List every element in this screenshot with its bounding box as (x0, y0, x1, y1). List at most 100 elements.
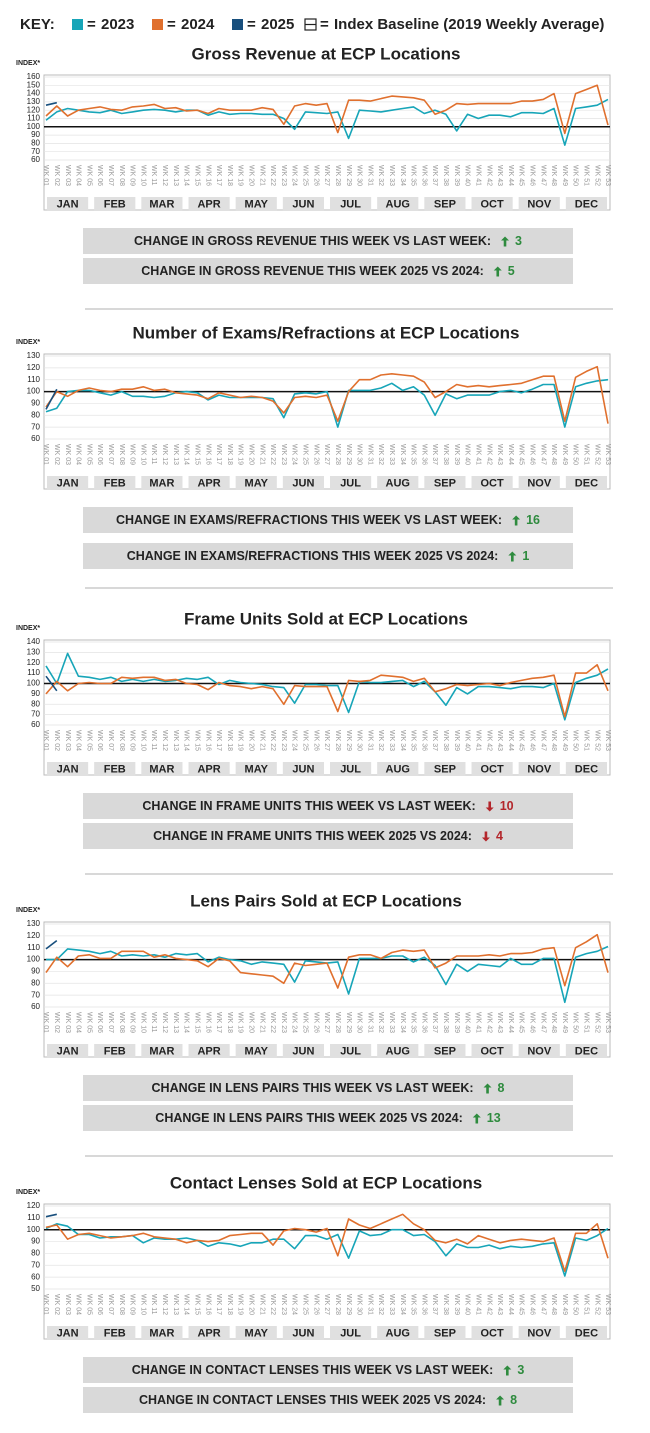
y-tick-label: 120 (27, 363, 41, 372)
change-arrow (496, 1395, 505, 1406)
x-tick-label: WK 40 (464, 1294, 471, 1315)
x-tick-label: WK 34 (399, 165, 406, 186)
change-arrow (483, 1083, 492, 1094)
x-tick-label: WK 43 (496, 730, 503, 751)
x-tick-label: WK 09 (129, 730, 136, 751)
month-band (377, 197, 419, 211)
y-tick-label: 100 (27, 122, 41, 131)
y-tick-label: 70 (31, 1260, 40, 1269)
x-tick-label: WK 25 (302, 165, 309, 186)
series-line (45, 378, 609, 428)
x-tick-label: WK 47 (539, 165, 546, 186)
x-tick-label: WK 19 (237, 165, 244, 186)
change-value: 8 (498, 1081, 505, 1095)
series-line (45, 939, 58, 950)
x-tick-label: WK 36 (420, 444, 427, 465)
month-band (518, 762, 560, 776)
x-tick-label: WK 12 (161, 1294, 168, 1315)
x-tick-label: WK 47 (539, 1012, 546, 1033)
key-item: 2025 (261, 16, 294, 33)
month-label: MAY (245, 1045, 269, 1057)
x-tick-label: WK 46 (529, 1012, 536, 1033)
y-tick-label: 60 (31, 434, 40, 443)
x-tick-label: WK 34 (399, 444, 406, 465)
month-label: AUG (386, 198, 410, 210)
x-tick-label: WK 27 (323, 1294, 330, 1315)
x-tick-label: WK 32 (377, 730, 384, 751)
series-line (45, 664, 609, 718)
x-tick-label: WK 05 (85, 730, 92, 751)
month-label: AUG (386, 477, 410, 489)
x-tick-label: WK 26 (312, 1012, 319, 1033)
x-tick-label: WK 49 (561, 165, 568, 186)
x-tick-label: WK 08 (118, 1294, 125, 1315)
x-tick-label: WK 32 (377, 444, 384, 465)
chart-title: Contact Lenses Sold at ECP Locations (170, 1173, 482, 1192)
change-box (83, 793, 573, 819)
x-tick-label: WK 06 (96, 730, 103, 751)
x-tick-label: WK 17 (215, 444, 222, 465)
y-axis-label: INDEX* (16, 339, 40, 346)
x-tick-label: WK 49 (561, 730, 568, 751)
x-tick-label: WK 28 (334, 165, 341, 186)
month-label: JUN (292, 477, 314, 489)
x-tick-label: WK 13 (172, 1012, 179, 1033)
month-label: DEC (575, 198, 598, 210)
x-tick-label: WK 47 (539, 444, 546, 465)
x-tick-label: WK 15 (193, 730, 200, 751)
x-tick-label: WK 39 (453, 730, 460, 751)
y-tick-label: 120 (27, 105, 41, 114)
x-tick-label: WK 36 (420, 165, 427, 186)
x-tick-label: WK 44 (507, 730, 514, 751)
y-tick-label: 110 (27, 114, 40, 123)
month-label: APR (197, 198, 220, 210)
month-label: AUG (386, 1045, 410, 1057)
x-tick-label: WK 22 (269, 1012, 276, 1033)
x-tick-label: WK 25 (302, 1012, 309, 1033)
month-band (141, 476, 183, 490)
x-tick-label: WK 23 (280, 730, 287, 751)
change-arrow (472, 1113, 481, 1124)
x-tick-label: WK 19 (237, 730, 244, 751)
x-tick-label: WK 10 (139, 730, 146, 751)
x-tick-label: WK 32 (377, 1012, 384, 1033)
x-tick-label: WK 22 (269, 1294, 276, 1315)
month-band (47, 476, 89, 490)
x-tick-label: WK 32 (377, 165, 384, 186)
month-band (377, 1044, 419, 1058)
x-tick-label: WK 16 (204, 444, 211, 465)
x-tick-label: WK 38 (442, 730, 449, 751)
x-tick-label: WK 08 (118, 1012, 125, 1033)
x-tick-label: WK 08 (118, 730, 125, 751)
x-tick-label: WK 01 (42, 730, 49, 751)
y-tick-label: 100 (27, 679, 41, 688)
x-tick-label: WK 50 (572, 1012, 579, 1033)
x-tick-label: WK 02 (53, 1294, 60, 1315)
y-tick-label: 130 (27, 647, 41, 656)
x-tick-label: WK 23 (280, 1294, 287, 1315)
month-band (565, 762, 607, 776)
x-tick-label: WK 17 (215, 730, 222, 751)
x-tick-label: WK 48 (550, 1294, 557, 1315)
x-tick-label: WK 44 (507, 1294, 514, 1315)
month-band (188, 762, 230, 776)
y-tick-label: 80 (31, 978, 40, 987)
key-swatch (72, 19, 83, 30)
month-label: JAN (57, 477, 79, 489)
x-tick-label: WK 52 (593, 730, 600, 751)
month-band (235, 1326, 277, 1340)
x-tick-label: WK 42 (485, 1294, 492, 1315)
x-tick-label: WK 28 (334, 1012, 341, 1033)
month-label: MAR (149, 1045, 174, 1057)
x-tick-label: WK 12 (161, 1012, 168, 1033)
y-tick-label: 110 (27, 943, 40, 952)
x-tick-label: WK 24 (291, 1012, 298, 1033)
x-tick-label: WK 19 (237, 1294, 244, 1315)
month-label: MAY (245, 1327, 269, 1339)
x-tick-label: WK 21 (258, 1012, 265, 1033)
x-tick-label: WK 06 (96, 165, 103, 186)
month-band (424, 762, 466, 776)
month-label: JUN (292, 763, 314, 775)
x-tick-label: WK 49 (561, 444, 568, 465)
month-band (94, 1326, 136, 1340)
